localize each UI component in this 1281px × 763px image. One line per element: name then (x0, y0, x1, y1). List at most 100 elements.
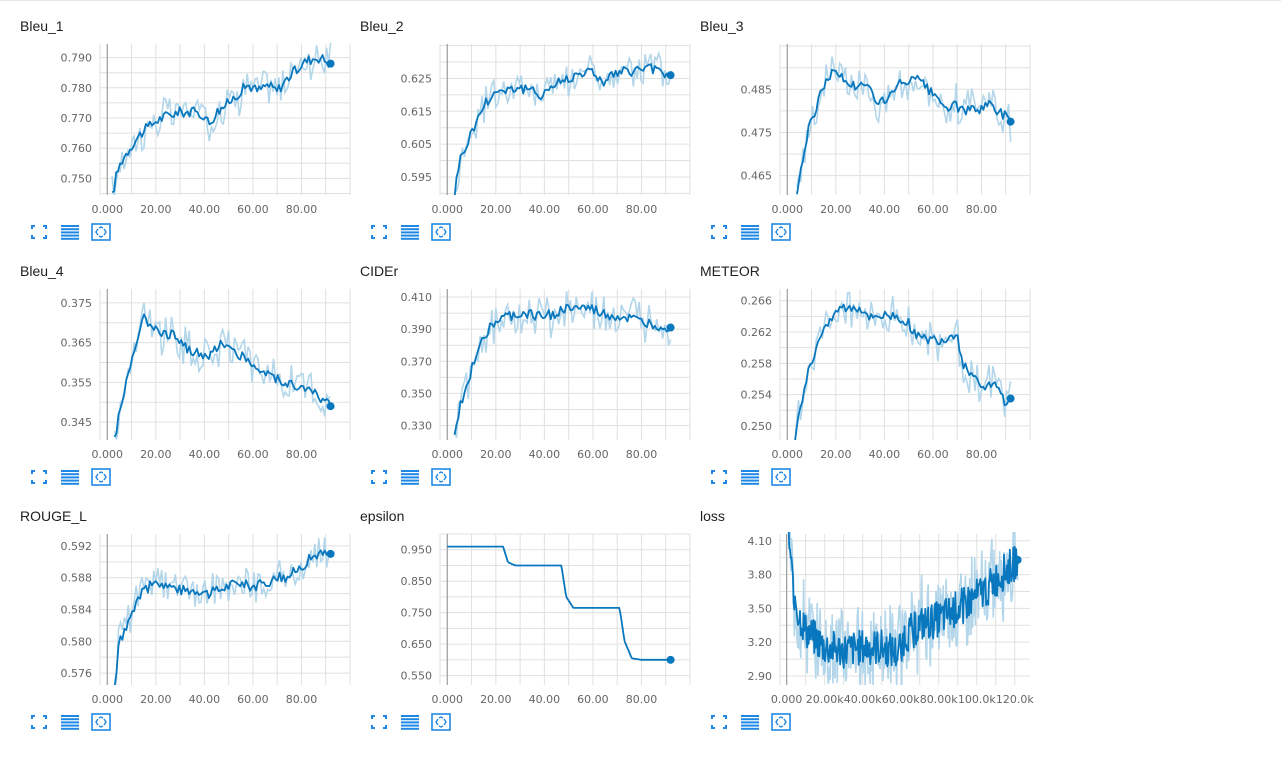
chart-title: epsilon (360, 508, 405, 524)
fullscreen-button[interactable] (368, 222, 390, 242)
chart-plot[interactable]: 0.950 0.850 0.750 0.650 0.550 0.000 20.00 40.00… (360, 507, 700, 707)
x-tick-label: 20.00k (806, 693, 844, 706)
chart-plot[interactable]: 0.410 0.390 0.370 0.350 0.330 0.000 20.00 40.00… (360, 262, 700, 462)
y-tick-label: 0.254 (741, 389, 773, 402)
data-table-icon (741, 225, 759, 240)
x-tick-label: 20.00 (480, 448, 512, 461)
series-line-raw (453, 291, 672, 438)
chart-plot[interactable]: 0.375 0.365 0.355 0.345 0.000 20.00 40.00 60.00… (20, 262, 360, 462)
series-end-point[interactable] (1006, 117, 1015, 126)
x-tick-label: 60.00k (882, 693, 920, 706)
fullscreen-button[interactable] (368, 712, 390, 732)
y-tick-label: 0.592 (61, 540, 93, 553)
data-table-button[interactable] (399, 467, 421, 487)
fit-domain-button[interactable] (90, 712, 112, 732)
fit-domain-icon (771, 223, 791, 241)
y-tick-label: 0.615 (401, 105, 433, 118)
data-table-button[interactable] (399, 712, 421, 732)
series-line-raw (796, 56, 1012, 188)
fullscreen-button[interactable] (28, 712, 50, 732)
series-line-smoothed (447, 545, 671, 661)
fit-domain-icon (431, 468, 451, 486)
x-tick-label: 80.00 (286, 693, 318, 706)
fit-domain-icon (91, 468, 111, 486)
top-divider (0, 0, 1281, 1)
series-line-smoothed (113, 313, 332, 438)
fit-domain-button[interactable] (770, 222, 792, 242)
chart-plot[interactable]: 0.266 0.262 0.258 0.254 0.250 0.000 20.00 40.00… (700, 262, 1040, 462)
x-tick-label: 60.00 (577, 693, 609, 706)
fit-domain-button[interactable] (90, 467, 112, 487)
series-end-point[interactable] (666, 655, 675, 664)
data-table-button[interactable] (59, 467, 81, 487)
y-tick-label: 0.750 (401, 607, 433, 620)
y-tick-label: 0.355 (61, 376, 93, 389)
chart-plot[interactable]: 0.485 0.475 0.465 0.000 20.00 40.00 60.00 80.00 (700, 17, 1040, 217)
series-end-point[interactable] (1013, 555, 1022, 564)
series-line-smoothed (453, 303, 672, 436)
series-end-point[interactable] (326, 549, 335, 558)
series-line-smoothed (794, 303, 1012, 440)
fit-domain-button[interactable] (430, 712, 452, 732)
chart-card-cider: CIDEr 0.410 0.390 0.370 0.350 0.330 0.000 20.00… (360, 262, 691, 507)
chart-title: METEOR (700, 263, 760, 279)
chart-title: Bleu_2 (360, 18, 404, 34)
fit-domain-icon (431, 713, 451, 731)
series-line-smoothed (113, 549, 332, 685)
x-tick-label: 0.000 (771, 693, 803, 706)
y-tick-label: 0.950 (401, 544, 433, 557)
x-tick-label: 80.00 (626, 203, 658, 216)
x-tick-label: 40.00 (869, 203, 901, 216)
fullscreen-icon (711, 470, 727, 484)
fullscreen-button[interactable] (28, 222, 50, 242)
x-tick-label: 40.00 (869, 448, 901, 461)
data-table-button[interactable] (739, 712, 761, 732)
fullscreen-button[interactable] (28, 467, 50, 487)
x-tick-label: 20.00 (480, 693, 512, 706)
y-tick-label: 0.580 (61, 635, 93, 648)
data-table-icon (401, 470, 419, 485)
x-tick-label: 80.00 (966, 203, 998, 216)
data-table-button[interactable] (399, 222, 421, 242)
y-tick-label: 0.262 (741, 326, 773, 339)
fullscreen-button[interactable] (708, 712, 730, 732)
fullscreen-button[interactable] (708, 222, 730, 242)
series-end-point[interactable] (666, 71, 675, 80)
chart-card-bleu-2: Bleu_2 0.625 0.615 0.605 0.595 0.000 20.00 40.0… (360, 17, 691, 262)
x-tick-label: 0.000 (432, 203, 464, 216)
data-table-button[interactable] (59, 712, 81, 732)
fit-domain-button[interactable] (430, 467, 452, 487)
chart-title: CIDEr (360, 263, 399, 279)
fit-domain-button[interactable] (770, 712, 792, 732)
series-end-point[interactable] (326, 59, 335, 68)
data-table-button[interactable] (739, 222, 761, 242)
grid (100, 44, 351, 195)
chart-plot[interactable]: 0.592 0.588 0.584 0.580 0.576 0.000 20.00 40.00… (20, 507, 360, 707)
y-tick-label: 0.790 (61, 52, 93, 65)
data-table-button[interactable] (739, 467, 761, 487)
chart-plot[interactable]: 4.10 3.80 3.50 3.20 2.90 0.000 20.00k 40.00k 60.… (700, 507, 1040, 707)
series-end-point[interactable] (326, 402, 335, 411)
x-tick-label: 0.000 (772, 448, 804, 461)
x-tick-label: 80.00 (626, 448, 658, 461)
fit-domain-button[interactable] (770, 467, 792, 487)
fit-domain-button[interactable] (90, 222, 112, 242)
y-tick-label: 0.350 (401, 387, 433, 400)
y-tick-label: 0.410 (401, 291, 433, 304)
x-tick-label: 120.0k (996, 693, 1034, 706)
chart-title: Bleu_1 (20, 18, 64, 34)
series-end-point[interactable] (1006, 394, 1015, 403)
y-tick-label: 0.588 (61, 572, 93, 585)
y-tick-label: 0.390 (401, 323, 433, 336)
data-table-button[interactable] (59, 222, 81, 242)
fullscreen-icon (371, 470, 387, 484)
series-end-point[interactable] (666, 323, 675, 332)
chart-plot[interactable]: 0.790 0.780 0.770 0.760 0.750 0.000 20.00 40.00… (20, 17, 360, 217)
series-line-raw (794, 291, 1012, 440)
fullscreen-button[interactable] (708, 467, 730, 487)
fit-domain-button[interactable] (430, 222, 452, 242)
x-tick-label: 40.00k (844, 693, 882, 706)
chart-plot[interactable]: 0.625 0.615 0.605 0.595 0.000 20.00 40.00 60.00… (360, 17, 700, 217)
fullscreen-button[interactable] (368, 467, 390, 487)
x-tick-label: 40.00 (189, 448, 221, 461)
